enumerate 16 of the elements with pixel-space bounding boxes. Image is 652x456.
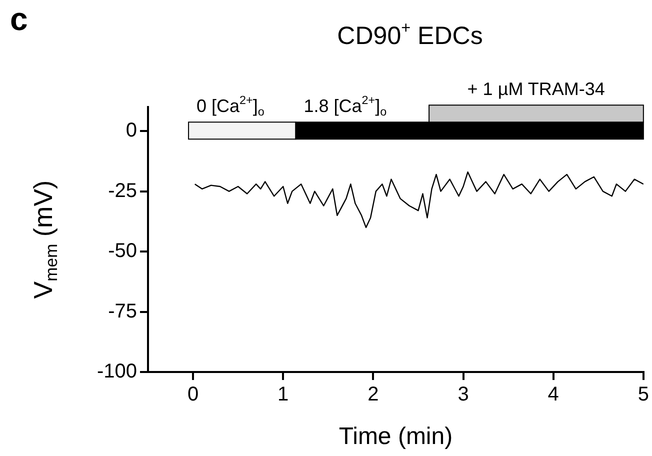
x-tick-label: 0 <box>187 384 199 406</box>
x-tick-label: 4 <box>548 384 559 406</box>
y-tick-label: -50 <box>108 240 137 262</box>
x-tick-label: 5 <box>638 384 649 406</box>
band-label: + 1 µM TRAM-34 <box>467 79 605 100</box>
x-tick-label: 3 <box>458 384 469 406</box>
y-axis-title: Vmem (mV) <box>28 180 62 299</box>
x-tick-label: 1 <box>278 384 289 406</box>
text: c <box>10 1 28 37</box>
x-axis-title: Time (min) <box>338 423 453 450</box>
y-tick-label: -75 <box>108 300 137 322</box>
chart-title: CD90+ EDCs <box>337 18 483 50</box>
y-tick-label: 0 <box>126 120 137 142</box>
x-tick-label: 2 <box>368 384 379 406</box>
y-tick-label: -25 <box>108 180 137 202</box>
y-tick-label: -100 <box>96 360 137 383</box>
